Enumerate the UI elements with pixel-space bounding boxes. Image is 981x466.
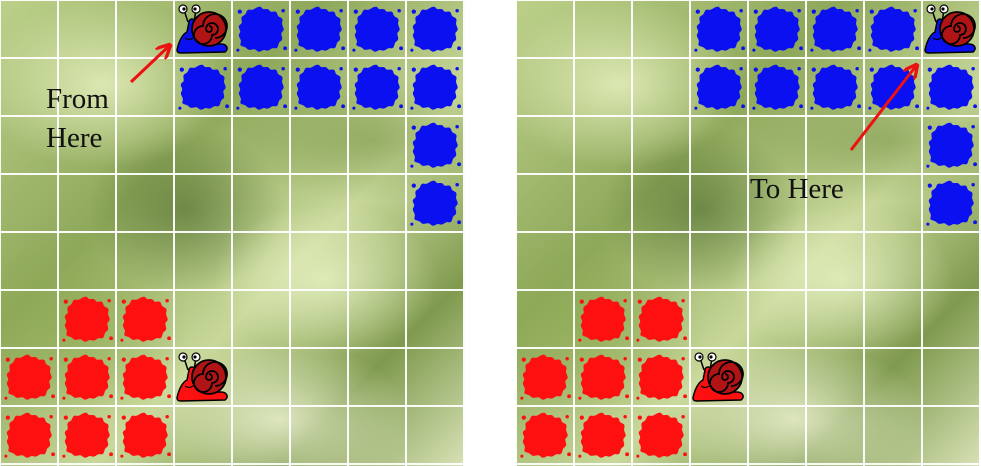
blue-splat-icon (866, 3, 920, 55)
blue-splat-icon (750, 61, 804, 113)
red-splat[interactable] (59, 407, 115, 463)
blue-splat-icon (292, 3, 346, 55)
red-splat-icon (118, 351, 172, 403)
red-splat[interactable] (633, 407, 689, 463)
red-splat[interactable] (633, 349, 689, 405)
red-splat-icon (634, 293, 688, 345)
blue-splat-icon (808, 61, 862, 113)
blue-splat-icon (350, 3, 404, 55)
blue-splat[interactable] (349, 59, 405, 115)
blue-splat-icon (350, 61, 404, 113)
blue-splat-icon (750, 3, 804, 55)
red-splat[interactable] (517, 407, 573, 463)
blue-snail-icon (175, 2, 231, 56)
blue-splat-icon (692, 61, 746, 113)
blue-splat-icon (408, 61, 462, 113)
red-splat[interactable] (117, 291, 173, 347)
blue-splat[interactable] (923, 175, 979, 231)
board-right: To Here (516, 0, 981, 466)
blue-splat[interactable] (407, 1, 463, 57)
board-left: From Here (0, 0, 465, 466)
blue-splat[interactable] (749, 1, 805, 57)
blue-splat-icon (866, 61, 920, 113)
blue-splat[interactable] (807, 1, 863, 57)
blue-splat[interactable] (807, 59, 863, 115)
blue-snail-icon (923, 2, 979, 56)
red-splat[interactable] (517, 349, 573, 405)
blue-splat-icon (808, 3, 862, 55)
red-splat-icon (518, 409, 572, 461)
blue-splat[interactable] (865, 1, 921, 57)
red-splat-icon (634, 409, 688, 461)
blue-splat[interactable] (749, 59, 805, 115)
red-snail[interactable] (175, 349, 231, 405)
blue-splat[interactable] (923, 59, 979, 115)
blue-splat-icon (408, 3, 462, 55)
blue-splat-icon (924, 119, 978, 171)
red-splat-icon (576, 293, 630, 345)
to-here-label: To Here (750, 173, 844, 205)
red-splat-icon (634, 351, 688, 403)
red-splat[interactable] (117, 407, 173, 463)
red-splat[interactable] (1, 407, 57, 463)
blue-splat-icon (408, 119, 462, 171)
red-splat[interactable] (575, 407, 631, 463)
blue-splat-icon (234, 61, 288, 113)
blue-splat[interactable] (691, 1, 747, 57)
red-splat-icon (2, 351, 56, 403)
red-snail-icon (691, 350, 747, 404)
blue-splat-icon (234, 3, 288, 55)
red-splat-icon (60, 293, 114, 345)
red-splat-icon (518, 351, 572, 403)
blue-splat[interactable] (233, 1, 289, 57)
blue-splat-icon (408, 177, 462, 229)
blue-splat[interactable] (291, 1, 347, 57)
red-splat[interactable] (59, 349, 115, 405)
blue-snail[interactable] (175, 1, 231, 57)
blue-splat[interactable] (233, 59, 289, 115)
blue-splat-icon (924, 177, 978, 229)
blue-splat-icon (176, 61, 230, 113)
blue-snail[interactable] (923, 1, 979, 57)
red-splat[interactable] (59, 291, 115, 347)
blue-splat[interactable] (349, 1, 405, 57)
blue-splat[interactable] (291, 59, 347, 115)
blue-splat[interactable] (175, 59, 231, 115)
from-here-label: From Here (46, 83, 109, 154)
red-splat[interactable] (117, 349, 173, 405)
blue-splat-icon (924, 61, 978, 113)
red-splat-icon (118, 293, 172, 345)
blue-splat[interactable] (865, 59, 921, 115)
red-splat-icon (576, 351, 630, 403)
red-splat-icon (60, 409, 114, 461)
red-splat-icon (60, 351, 114, 403)
blue-splat[interactable] (407, 117, 463, 173)
red-snail[interactable] (691, 349, 747, 405)
blue-splat-icon (692, 3, 746, 55)
red-splat[interactable] (1, 349, 57, 405)
red-splat[interactable] (633, 291, 689, 347)
red-splat[interactable] (575, 291, 631, 347)
blue-splat[interactable] (691, 59, 747, 115)
red-snail-icon (175, 350, 231, 404)
red-splat-icon (118, 409, 172, 461)
blue-splat[interactable] (407, 175, 463, 231)
red-splat-icon (2, 409, 56, 461)
red-splat[interactable] (575, 349, 631, 405)
blue-splat-icon (292, 61, 346, 113)
blue-splat[interactable] (923, 117, 979, 173)
blue-splat[interactable] (407, 59, 463, 115)
red-splat-icon (576, 409, 630, 461)
